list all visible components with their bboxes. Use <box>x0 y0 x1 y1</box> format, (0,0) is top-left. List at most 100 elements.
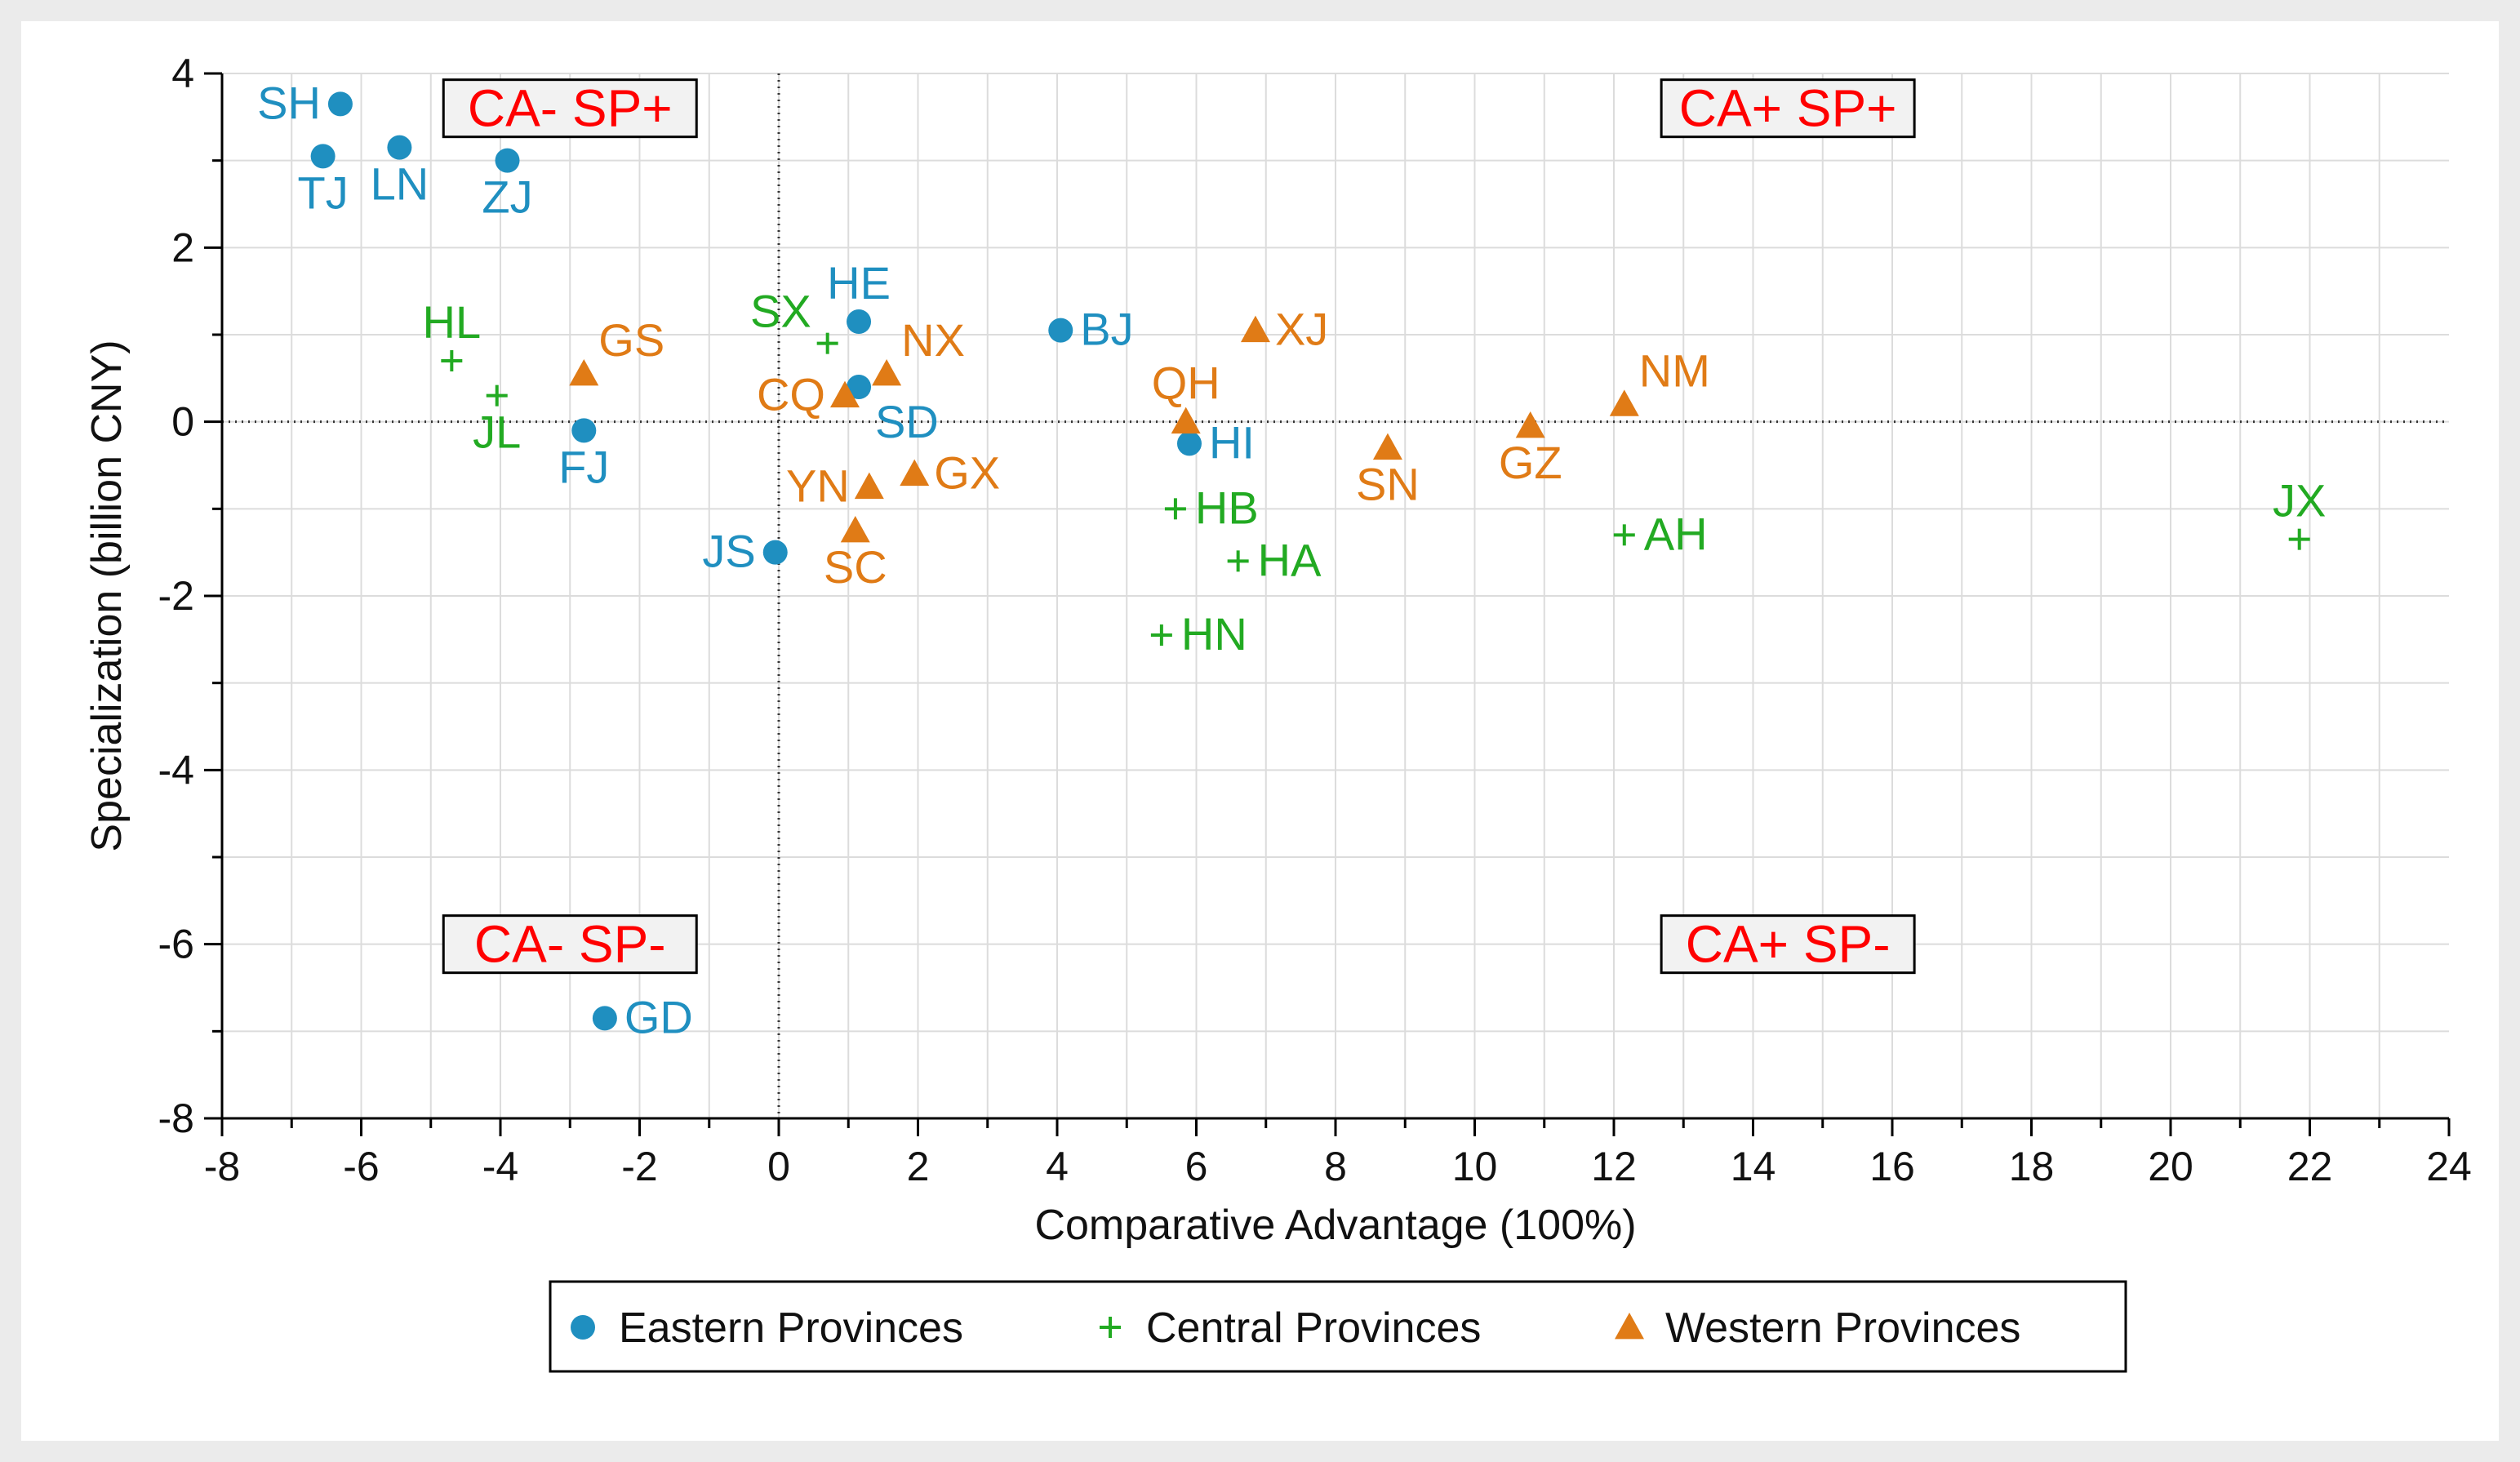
data-point-tj: TJ <box>298 144 349 218</box>
legend-box <box>549 1280 2127 1373</box>
x-axis-ticks: -8 -6 -4 -2 0 2 4 6 8 10 12 14 16 18 20 22 24 <box>204 1118 2472 1189</box>
data-label: XJ <box>1275 304 1328 355</box>
point-marker-triangle <box>1515 411 1545 438</box>
data-point-zj: ZJ <box>482 148 533 223</box>
point-marker-circle <box>571 418 597 443</box>
data-label: NM <box>1639 344 1710 396</box>
y-tick-label: 2 <box>171 224 194 270</box>
data-label: JS <box>702 526 755 577</box>
x-tick-label: 16 <box>1869 1144 1915 1189</box>
data-label: ZJ <box>482 171 532 223</box>
quadrant-label-box <box>1660 78 1916 139</box>
x-axis-label: Comparative Advantage (100%) <box>1034 1202 1636 1249</box>
data-point-hb: HB <box>1164 482 1259 533</box>
data-point-nx: NX <box>872 314 965 386</box>
data-point-gz: GZ <box>1499 411 1562 488</box>
data-point-ha: HA <box>1227 534 1322 585</box>
data-label: FJ <box>558 441 609 492</box>
x-tick-label: -2 <box>621 1144 657 1189</box>
data-label: AH <box>1644 508 1708 559</box>
data-label: HE <box>827 257 891 309</box>
quadrant-label-top-right: CA+ SP+ <box>1660 78 1916 139</box>
data-point-hi: HI <box>1176 416 1255 468</box>
quadrant-label-text: CA+ SP+ <box>1679 79 1897 138</box>
data-label: SD <box>875 396 939 447</box>
point-marker-plus <box>816 332 838 354</box>
data-label: HB <box>1195 482 1259 533</box>
point-marker-circle <box>387 135 412 160</box>
data-point-sc: SC <box>824 516 887 593</box>
point-marker-plus <box>486 384 508 407</box>
x-tick-label: 0 <box>767 1144 790 1189</box>
data-point-ah: AH <box>1613 508 1708 559</box>
data-point-sd: SD <box>847 375 939 447</box>
legend: Eastern Provinces Central Provinces Wester… <box>549 1280 2127 1373</box>
point-marker-plus <box>1227 550 1249 572</box>
point-marker-triangle <box>829 380 860 408</box>
data-point-ln: LN <box>371 135 429 210</box>
point-marker-triangle <box>1372 433 1402 460</box>
y-tick-label: -2 <box>158 573 194 619</box>
point-marker-triangle <box>1609 389 1639 416</box>
y-tick-label: -6 <box>158 922 194 967</box>
y-tick-label: -8 <box>158 1095 194 1141</box>
point-marker-triangle <box>1240 315 1270 343</box>
data-point-gs: GS <box>569 314 664 386</box>
data-point-hn: HN <box>1150 608 1247 660</box>
y-tick-label: -4 <box>158 747 194 793</box>
x-tick-label: 20 <box>2148 1144 2193 1189</box>
x-tick-label: -8 <box>204 1144 240 1189</box>
quadrant-label-box <box>1660 914 1916 975</box>
data-label: TJ <box>298 167 349 218</box>
quadrant-label-bottom-left: CA- SP- <box>442 914 698 975</box>
x-tick-label: 2 <box>907 1144 930 1189</box>
legend-label: Eastern Provinces <box>619 1304 963 1352</box>
quadrant-label-text: CA- SP+ <box>468 79 673 138</box>
x-tick-label: 22 <box>2287 1144 2333 1189</box>
legend-entry-circle: Eastern Provinces <box>571 1304 963 1352</box>
data-point-sh: SH <box>257 77 353 128</box>
point-marker-circle <box>847 375 872 399</box>
data-point-jx: JX <box>2273 475 2326 550</box>
quadrant-label-box <box>442 78 698 139</box>
quadrant-label-box <box>442 914 698 975</box>
x-tick-label: 24 <box>2426 1144 2472 1189</box>
y-axis-ticks: -8 -6 -4 -2 0 2 4 <box>158 51 222 1141</box>
point-marker-triangle <box>854 472 884 500</box>
point-marker-plus <box>1613 524 1635 546</box>
x-tick-label: 8 <box>1324 1144 1347 1189</box>
y-tick-label: 4 <box>171 51 194 96</box>
point-marker-triangle <box>569 359 599 386</box>
reference-lines <box>222 73 2449 1118</box>
x-tick-label: 14 <box>1731 1144 1776 1189</box>
point-marker-circle <box>1048 318 1073 343</box>
data-label: GZ <box>1499 437 1562 488</box>
point-marker-circle <box>571 1315 595 1340</box>
data-point-jl: JL <box>473 384 521 458</box>
data-label: HA <box>1258 534 1322 585</box>
data-label: HI <box>1209 416 1255 468</box>
data-point-sn: SN <box>1356 433 1420 510</box>
data-label: HN <box>1181 608 1247 660</box>
data-point-bj: BJ <box>1048 304 1134 355</box>
point-marker-plus <box>441 350 463 371</box>
quadrant-label-bottom-right: CA+ SP- <box>1660 914 1916 975</box>
point-marker-plus <box>1100 1317 1121 1338</box>
point-marker-triangle <box>1615 1313 1644 1340</box>
data-label: GX <box>934 447 1000 499</box>
legend-entry-triangle: Western Provinces <box>1615 1304 2020 1352</box>
point-marker-circle <box>592 1006 617 1031</box>
data-point-nm: NM <box>1609 344 1710 416</box>
data-label: SN <box>1356 459 1420 510</box>
y-tick-label: 0 <box>171 399 194 445</box>
x-tick-label: 12 <box>1591 1144 1637 1189</box>
data-label: JL <box>473 407 521 458</box>
data-point-hl: HL <box>423 296 481 371</box>
point-marker-circle <box>495 148 520 173</box>
point-marker-plus <box>2288 528 2310 550</box>
data-point-xj: XJ <box>1240 304 1328 355</box>
x-tick-label: 6 <box>1185 1144 1208 1189</box>
legend-label: Western Provinces <box>1665 1304 2020 1352</box>
